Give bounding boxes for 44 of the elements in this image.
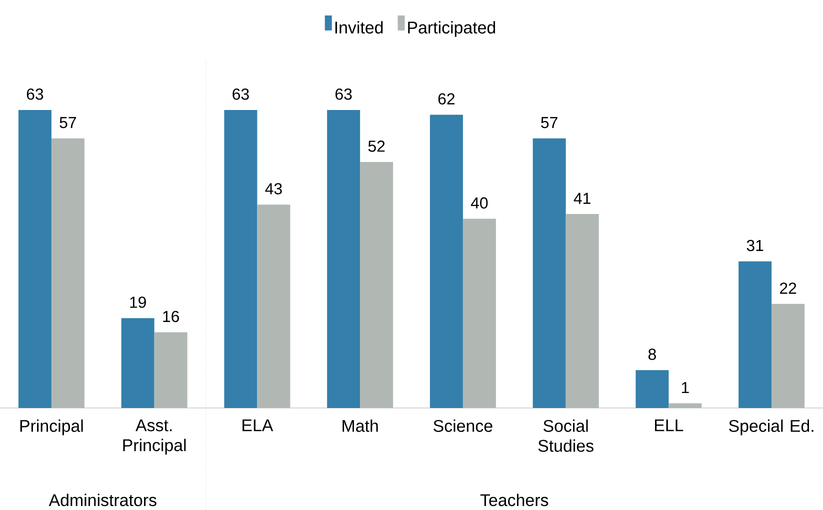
bar bbox=[532, 138, 566, 408]
x-tick-label: Principal bbox=[20, 420, 83, 436]
data-label: 40 bbox=[470, 197, 488, 209]
data-label: 63 bbox=[232, 88, 249, 100]
x-tick-label: ELL bbox=[655, 419, 684, 432]
x-tick-label: ELA bbox=[242, 419, 274, 432]
data-label: 19 bbox=[130, 296, 146, 308]
bar bbox=[154, 332, 188, 408]
x-tick-label: Asst. Principal bbox=[123, 419, 186, 455]
data-label: 62 bbox=[438, 93, 454, 105]
x-tick-label: Social Studies bbox=[538, 420, 594, 452]
bar bbox=[430, 114, 463, 408]
data-label: 8 bbox=[648, 348, 656, 360]
bar bbox=[738, 261, 772, 408]
data-label: 1 bbox=[682, 382, 689, 394]
bar bbox=[327, 110, 360, 408]
data-label: 16 bbox=[163, 310, 179, 322]
data-label: 57 bbox=[60, 117, 76, 128]
data-label: 57 bbox=[541, 117, 558, 128]
bar bbox=[360, 162, 394, 408]
data-label: 22 bbox=[780, 282, 796, 294]
bar bbox=[224, 110, 258, 408]
bar bbox=[566, 214, 599, 408]
text: Administrators bbox=[48, 494, 156, 506]
data-label: 63 bbox=[26, 88, 44, 100]
bar bbox=[636, 370, 669, 408]
bar bbox=[257, 204, 290, 408]
data-label: 31 bbox=[746, 240, 764, 252]
bar bbox=[668, 403, 702, 408]
bar bbox=[121, 318, 154, 408]
bar bbox=[18, 110, 52, 408]
bar bbox=[51, 138, 84, 408]
x-tick-label: Science bbox=[434, 420, 492, 432]
bar bbox=[772, 304, 805, 408]
legend-label: Participated bbox=[408, 21, 496, 37]
data-label: 52 bbox=[368, 140, 385, 152]
x-tick-label: Math bbox=[342, 420, 378, 432]
text: Teachers bbox=[480, 494, 548, 506]
data-label: 63 bbox=[336, 88, 352, 100]
x-tick-label: Special Ed. bbox=[729, 420, 814, 436]
bar bbox=[462, 218, 496, 408]
data-label: 41 bbox=[574, 192, 590, 204]
data-label: 43 bbox=[265, 183, 282, 194]
legend-label: Invited bbox=[335, 21, 383, 34]
